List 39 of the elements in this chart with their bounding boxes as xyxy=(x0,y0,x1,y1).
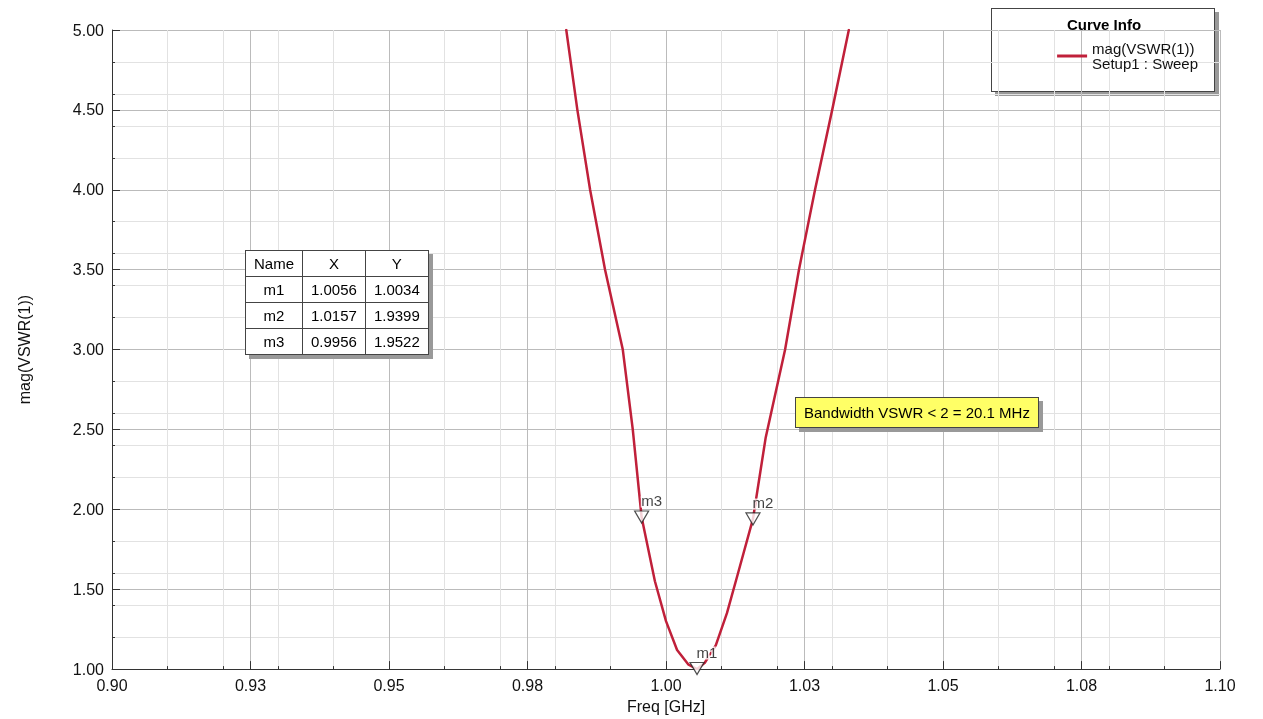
x-axis-title: Freq [GHz] xyxy=(626,697,706,715)
y-tick-label: 2.50 xyxy=(72,420,105,438)
y-tick-label: 5.00 xyxy=(72,21,105,39)
x-tick-label: 1.00 xyxy=(650,676,682,694)
annotation: 1.0157 xyxy=(302,302,366,329)
x-tick-label: 0.98 xyxy=(511,676,544,694)
point xyxy=(689,661,705,676)
y-tick-label: 4.00 xyxy=(72,181,105,199)
y-tick-label: 4.50 xyxy=(72,101,105,119)
annotation: Name xyxy=(245,250,303,277)
y-tick-label: 2.00 xyxy=(72,500,105,518)
x-tick-label: 1.10 xyxy=(1204,676,1236,694)
x-tick-label: 0.93 xyxy=(234,676,267,694)
annotation: X xyxy=(302,250,366,277)
x-tick-label: 0.95 xyxy=(373,676,405,694)
data-label: m3 xyxy=(641,492,663,510)
annotation: m2 xyxy=(245,302,303,329)
annotation: Y xyxy=(365,250,429,277)
annotation: 1.9522 xyxy=(365,328,429,355)
y-tick-label: 3.00 xyxy=(72,341,105,359)
x-tick-label: 1.03 xyxy=(788,676,821,694)
legend-title: Curve Info xyxy=(1065,16,1143,33)
legend-label: mag(VSWR(1)) Setup1 : Sweep xyxy=(1092,40,1199,72)
annotation: 1.0034 xyxy=(365,276,429,303)
annotation: 1.9399 xyxy=(365,302,429,329)
annotation: 1.0056 xyxy=(302,276,366,303)
y-tick-label: 1.50 xyxy=(72,580,105,598)
annotation: m1 xyxy=(245,276,303,303)
annotation: Bandwidth VSWR < 2 = 20.1 MHz xyxy=(795,397,1039,428)
y-tick-label: 3.50 xyxy=(72,261,105,279)
annotation: m3 xyxy=(245,328,303,355)
x-tick-label: 0.90 xyxy=(96,676,128,694)
x-tick-label: 1.05 xyxy=(927,676,959,694)
annotation: 0.9956 xyxy=(302,328,366,355)
point xyxy=(634,510,650,524)
y-tick-label: 1.00 xyxy=(72,660,105,678)
x-tick-label: 1.08 xyxy=(1065,676,1098,694)
point xyxy=(745,512,761,526)
y-axis-title: mag(VSWR(1)) xyxy=(15,294,33,405)
